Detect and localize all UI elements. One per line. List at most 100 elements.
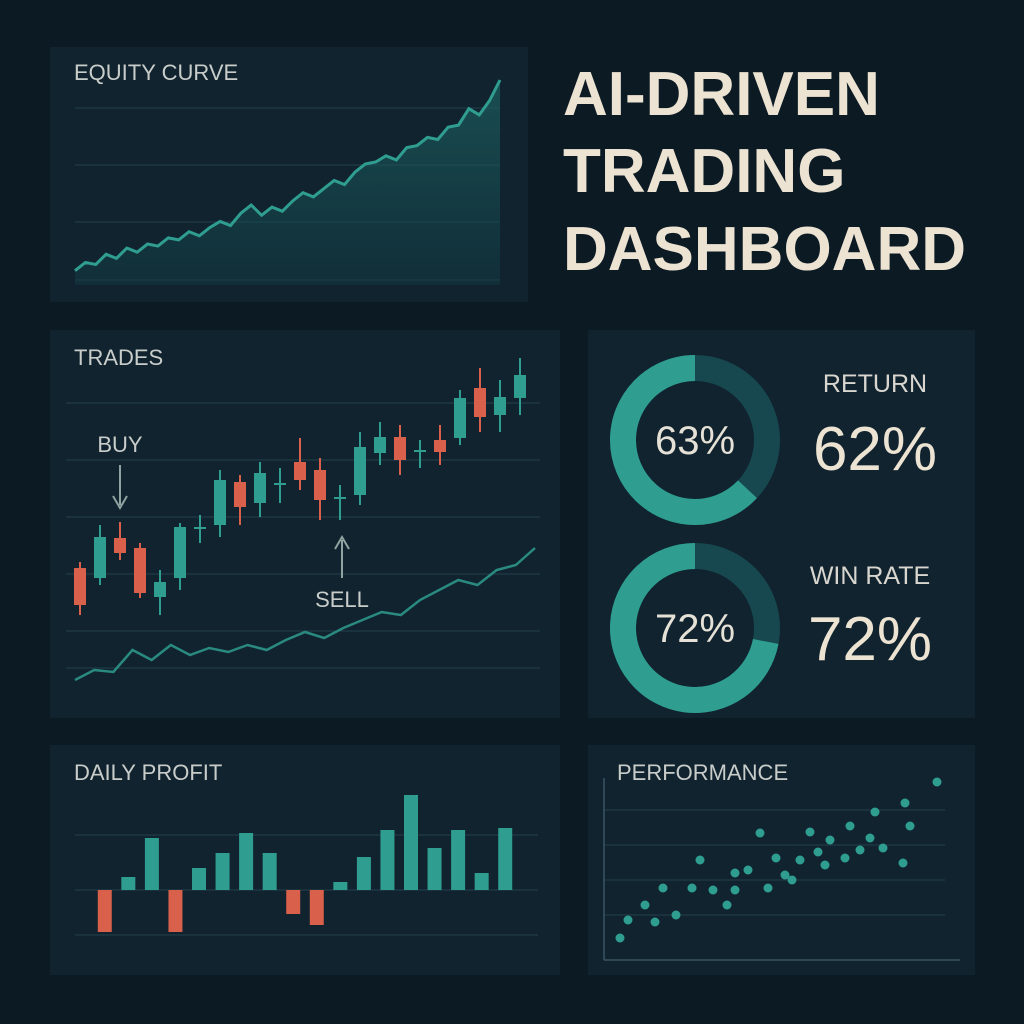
dashboard-title: AI-DRIVEN TRADING DASHBOARD [563,60,966,284]
bar [215,853,230,890]
bar [451,830,466,890]
point [743,865,753,875]
candle-body [154,582,166,597]
donut-arc [610,355,757,525]
point [755,828,765,838]
candle-body [394,437,406,460]
candle-body [354,447,366,495]
candle-body [514,375,526,398]
bar [356,857,371,890]
candle-body [454,398,466,438]
stat-value: 62% [813,415,937,484]
point [855,845,865,855]
title-line: AI-DRIVEN [563,60,880,129]
trend-line [74,547,536,682]
candle-body [494,397,506,415]
point [708,885,718,895]
candle-body [474,388,486,417]
point [658,883,668,893]
arrow [334,535,350,578]
donut-label: 72% [655,607,735,651]
point [722,900,732,910]
point [813,847,823,857]
point [771,853,781,863]
point [730,868,740,878]
point [805,827,815,837]
title-line: TRADING [563,137,845,206]
point [878,843,888,853]
point [787,875,797,885]
bar [474,873,489,890]
candle-body [134,548,146,593]
bar [144,838,159,890]
candle-body [94,537,106,578]
point [730,885,740,895]
bar [498,828,513,890]
point [870,807,880,817]
stat-value: 72% [808,605,932,674]
candle-body [274,483,286,485]
arrow [112,465,128,510]
point [820,860,830,870]
annotation: BUY [97,432,143,457]
point [650,917,660,927]
annotation: SELL [315,587,369,612]
point [932,777,942,787]
candle-body [74,568,86,605]
chart-title: DAILY PROFIT [74,760,222,785]
point [845,821,855,831]
candle-body [334,497,346,499]
bar [404,795,418,890]
candle-body [174,527,186,578]
bar [262,853,277,890]
panel [588,745,975,975]
bar [286,890,301,914]
chart-title: TRADES [74,345,163,370]
chart-title: PERFORMANCE [617,760,788,785]
bar [239,833,254,890]
point [695,855,705,865]
bar [97,890,112,932]
candle-body [374,437,386,453]
point [671,910,681,920]
equity-line [74,79,502,272]
candle-body [414,450,426,452]
point [795,855,805,865]
bar [309,890,324,925]
candle-body [294,462,306,480]
bar [380,830,395,890]
point [615,933,625,943]
stat-label: WIN RATE [810,562,930,590]
point [640,900,650,910]
candle-body [434,440,446,452]
bar [333,882,348,890]
candle-body [254,473,266,503]
point [780,870,790,880]
point [905,821,915,831]
donut-label: 63% [655,419,735,463]
bar [168,890,183,932]
point [900,798,910,808]
chart-title: EQUITY CURVE [74,60,238,85]
title-line: DASHBOARD [563,215,966,284]
point [825,835,835,845]
bar [427,848,442,890]
area-fill [75,80,500,285]
candle-body [194,527,206,529]
point [865,833,875,843]
bar [192,868,206,890]
candle-body [114,538,126,553]
stat-label: RETURN [823,370,927,398]
candle-body [214,480,226,525]
bar [121,877,136,890]
point [840,853,850,863]
candle-body [314,470,326,500]
candle-body [234,482,246,507]
point [898,858,908,868]
point [687,883,697,893]
point [623,915,633,925]
point [763,883,773,893]
panel [50,745,560,975]
donut-arc [610,543,779,713]
